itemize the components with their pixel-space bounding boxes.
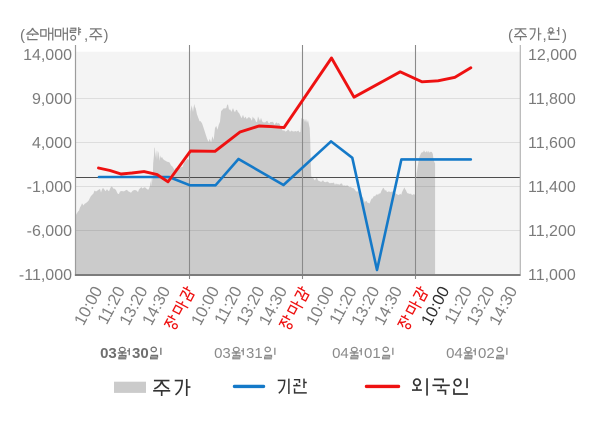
svg-text:31: 31: [246, 345, 263, 362]
svg-text:11,600: 11,600: [528, 135, 576, 152]
svg-text:03: 03: [214, 345, 231, 362]
svg-text:11,800: 11,800: [528, 91, 576, 108]
svg-text:01: 01: [364, 345, 381, 362]
svg-text:): ): [104, 27, 109, 44]
svg-text:,: ,: [84, 27, 88, 44]
svg-text:,: ,: [543, 27, 547, 44]
svg-text:11,400: 11,400: [528, 179, 576, 196]
svg-text:(: (: [508, 27, 513, 44]
svg-text:(: (: [20, 27, 25, 44]
svg-text:04: 04: [446, 345, 463, 362]
svg-text:04: 04: [332, 345, 349, 362]
svg-text:): ): [562, 27, 567, 44]
svg-text:9,000: 9,000: [32, 91, 72, 108]
svg-text:4,000: 4,000: [32, 135, 72, 152]
svg-text:11,200: 11,200: [528, 223, 576, 240]
svg-text:-6,000: -6,000: [27, 223, 72, 240]
svg-text:14,000: 14,000: [23, 47, 72, 64]
svg-text:12,000: 12,000: [528, 47, 577, 64]
svg-text:30: 30: [132, 345, 149, 362]
svg-text:11,000: 11,000: [528, 267, 576, 284]
svg-text:02: 02: [478, 345, 495, 362]
svg-text:-1,000: -1,000: [27, 179, 72, 196]
svg-text:-11,000: -11,000: [19, 267, 72, 284]
svg-text:03: 03: [100, 345, 117, 362]
